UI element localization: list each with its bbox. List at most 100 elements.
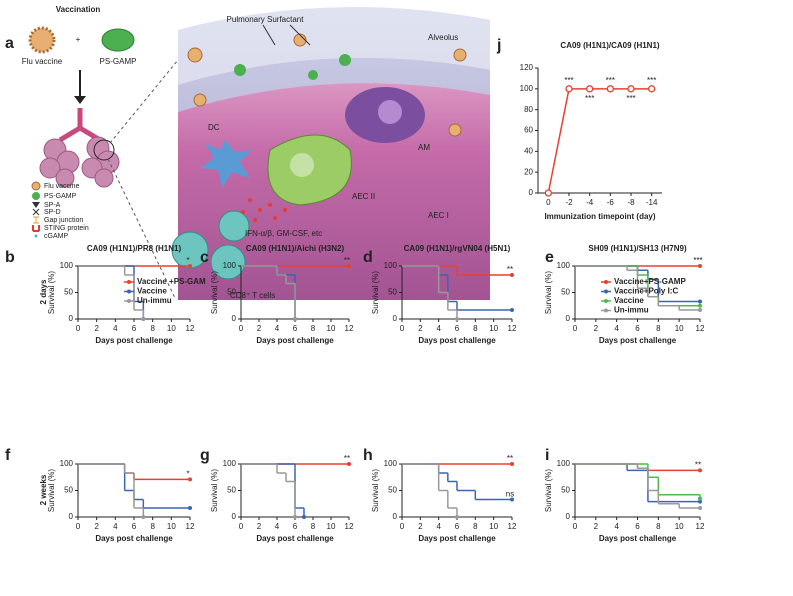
legend-label: Un-immu — [137, 296, 172, 305]
survival-end — [188, 505, 192, 510]
survival-end — [188, 477, 192, 482]
x-axis-label: Days post challenge — [95, 534, 173, 543]
x-tick-label: 10 — [167, 324, 176, 333]
x-tick-label: 12 — [345, 522, 354, 531]
x-axis-label: Days post challenge — [418, 336, 496, 345]
legend-icon — [34, 234, 38, 238]
panel-letter: j — [496, 37, 501, 54]
label: AEC I — [428, 211, 449, 220]
x-tick-label: 10 — [489, 324, 498, 333]
panel-letter: a — [5, 35, 14, 52]
survival-end — [141, 317, 146, 321]
zoom-circle — [93, 139, 115, 161]
x-tick-label: 4 — [113, 522, 118, 531]
legend-swatch — [127, 289, 131, 294]
x-tick-label: 8 — [473, 324, 478, 333]
pointer — [262, 24, 276, 46]
x-tick-label: 12 — [345, 324, 354, 333]
label: Alveolus — [428, 33, 458, 42]
annotation: *** — [647, 76, 656, 85]
label: Flu vaccine — [22, 57, 63, 66]
x-tick-label: -6 — [607, 198, 615, 207]
nucleus — [378, 100, 402, 124]
x-tick-label: 10 — [489, 522, 498, 531]
x-axis-label: Days post challenge — [95, 336, 173, 345]
annotation: *** — [585, 94, 594, 103]
legend-label: Vaccine+Poly I:C — [614, 287, 678, 296]
y-tick-label: 0 — [232, 314, 237, 323]
ps-gamp-particles — [234, 54, 351, 80]
chart-title: CA09 (H1N1)/rgVN04 (H5N1) — [404, 244, 511, 253]
label: AEC II — [352, 192, 375, 201]
x-tick-label: 10 — [167, 522, 176, 531]
legend-swatch — [604, 280, 608, 284]
zoom-lines — [107, 59, 179, 299]
chart-title: CA09 (H1N1)/Aichi (H3N2) — [246, 244, 345, 253]
survival-end — [302, 515, 306, 519]
y-tick-label: 0 — [529, 188, 534, 197]
x-tick-label: 0 — [239, 324, 244, 333]
x-tick-label: 2 — [257, 522, 262, 531]
survival-end — [698, 264, 702, 268]
annotation: ** — [344, 454, 350, 463]
y-axis-label: Survival (%) — [210, 271, 219, 314]
vaccine-particles — [187, 33, 467, 137]
survival-end — [510, 273, 514, 278]
x-axis-label: Days post challenge — [256, 534, 334, 543]
y-tick-label: 0 — [232, 512, 237, 521]
x-tick-label: 10 — [327, 324, 336, 333]
point — [586, 85, 594, 93]
x-tick-label: 0 — [546, 198, 551, 207]
legend-icon — [33, 216, 39, 224]
x-tick-label: 6 — [132, 522, 137, 531]
x-tick-label: 8 — [656, 324, 661, 333]
x-tick-label: 2 — [94, 324, 99, 333]
x-tick-label: 8 — [656, 522, 661, 531]
y-tick-label: 50 — [64, 288, 73, 297]
y-tick-label: 50 — [227, 288, 236, 297]
survival-end — [293, 317, 297, 321]
x-tick-label: 8 — [473, 522, 478, 531]
y-axis-label: Survival (%) — [210, 469, 219, 512]
x-tick-label: 0 — [239, 522, 244, 531]
legend-label: cGAMP — [44, 233, 68, 240]
legend-label: STING protein — [44, 225, 89, 232]
x-tick-label: 12 — [508, 324, 517, 333]
y-tick-label: 100 — [520, 84, 534, 93]
x-tick-label: 2 — [594, 522, 599, 531]
panel-letter: i — [545, 447, 549, 464]
y-tick-label: 100 — [557, 261, 571, 270]
panel-letter: f — [5, 447, 11, 464]
annotation: ** — [695, 460, 701, 469]
x-tick-label: 4 — [436, 522, 441, 531]
annotation: ns — [506, 490, 514, 499]
annotation: ** — [507, 454, 513, 463]
cytokines — [241, 198, 287, 222]
x-tick-label: 6 — [132, 324, 137, 333]
chart-title: CA09 (H1N1)/PR8 (H1N1) — [87, 244, 182, 253]
x-tick-label: 8 — [311, 324, 316, 333]
legend-label: Vaccine +PS-GAM — [137, 277, 206, 286]
legend-icon — [32, 208, 40, 216]
survival-end — [698, 499, 702, 504]
y-tick-label: 40 — [524, 146, 533, 155]
legend-label: SP-D — [44, 209, 61, 216]
legend-icon — [32, 202, 40, 208]
survival-end — [698, 299, 702, 304]
panel-letter: e — [545, 249, 554, 266]
row-label: 2 weeks — [39, 474, 48, 505]
survival-end — [698, 303, 702, 308]
legend-label: PS-GAMP — [44, 193, 77, 200]
panel-letter: c — [200, 249, 209, 266]
legend-label: Vaccine+PS-GAMP — [614, 277, 686, 286]
x-tick-label: 10 — [327, 522, 336, 531]
x-tick-label: 0 — [400, 522, 405, 531]
panel-letter: b — [5, 249, 15, 266]
x-axis-label: Days post challenge — [599, 534, 677, 543]
point — [544, 189, 552, 197]
y-tick-label: 20 — [524, 167, 533, 176]
alveolus-space — [178, 7, 490, 86]
x-tick-label: 2 — [594, 324, 599, 333]
y-tick-label: 0 — [566, 314, 571, 323]
